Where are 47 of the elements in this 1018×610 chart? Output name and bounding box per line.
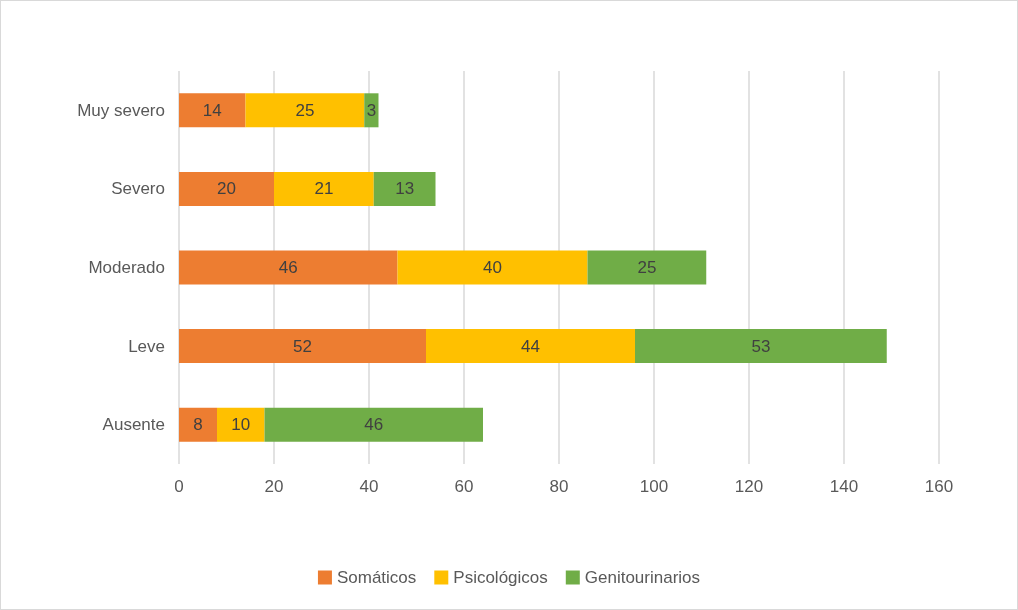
- bar: [179, 407, 217, 442]
- bar: [364, 93, 379, 128]
- y-tick-label: Muy severo: [77, 100, 165, 120]
- legend-label: Genitourinarios: [584, 568, 701, 587]
- x-tick-label: 160: [924, 477, 954, 496]
- bar: [245, 93, 365, 128]
- bar: [179, 329, 426, 364]
- data-label: 40: [483, 258, 502, 277]
- bar: [179, 171, 274, 206]
- data-label: 21: [314, 179, 334, 199]
- x-tick-label: 0: [174, 477, 184, 496]
- data-label: 20: [217, 179, 236, 199]
- bar: [179, 93, 246, 128]
- x-tick-label: 60: [454, 477, 474, 496]
- bar: [373, 171, 436, 206]
- x-tick-label: 140: [829, 477, 859, 496]
- y-tick-label: Severo: [111, 179, 165, 199]
- x-tick-label: 20: [264, 477, 284, 496]
- data-label: 10: [231, 415, 251, 435]
- data-label: 25: [295, 100, 315, 120]
- bar: [397, 250, 588, 285]
- data-label: 52: [293, 336, 312, 356]
- data-label: 53: [751, 336, 771, 356]
- legend-label: Somáticos: [336, 568, 417, 587]
- y-tick-label: Ausente: [102, 415, 165, 435]
- data-label: 3: [366, 100, 377, 120]
- data-label: 8: [193, 415, 203, 435]
- x-tick-label: 120: [734, 477, 764, 496]
- data-label: 44: [521, 336, 540, 356]
- bar: [264, 407, 483, 442]
- y-tick-label: Moderado: [88, 258, 165, 277]
- bar: [274, 171, 374, 206]
- y-tick-label: Leve: [128, 336, 165, 356]
- x-tick-label: 100: [639, 477, 669, 496]
- data-label: 46: [364, 415, 384, 435]
- data-label: 46: [278, 258, 298, 277]
- data-label: 14: [202, 100, 222, 120]
- x-tick-label: 40: [359, 477, 379, 496]
- bar: [217, 407, 265, 442]
- data-label: 13: [395, 179, 415, 199]
- data-label: 25: [637, 258, 657, 277]
- bar: [587, 250, 707, 285]
- bar: [426, 329, 635, 364]
- legend-label: Psicológicos: [453, 568, 548, 587]
- bar: [179, 250, 398, 285]
- bar: [635, 329, 887, 364]
- x-tick-label: 80: [549, 477, 569, 496]
